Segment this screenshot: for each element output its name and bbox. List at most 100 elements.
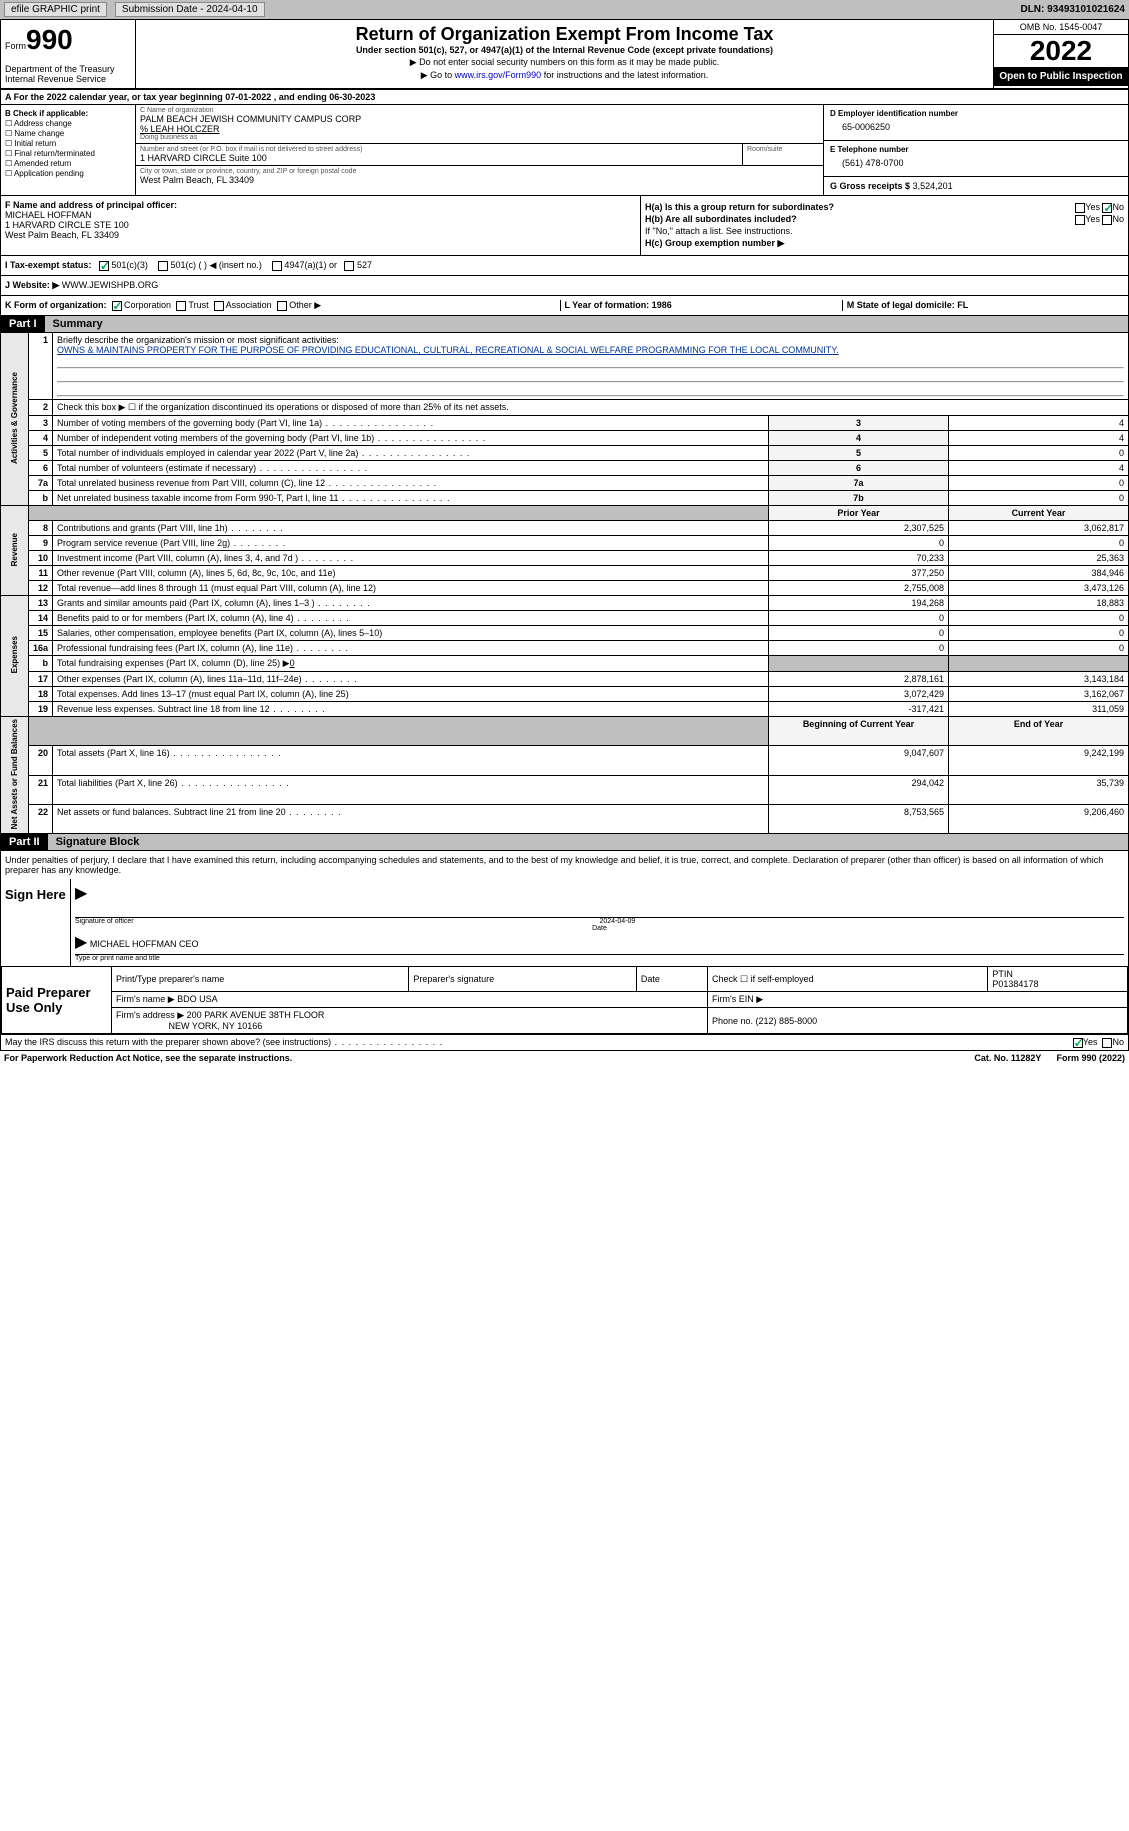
city-label: City or town, state or province, country…	[140, 168, 819, 175]
py11: 377,250	[769, 566, 949, 581]
prep-sig-label: Preparer's signature	[409, 967, 637, 992]
form-org-label: K Form of organization:	[5, 300, 107, 310]
year-formation: L Year of formation: 1986	[565, 300, 672, 310]
firm-name-label: Firm's name ▶	[116, 994, 175, 1004]
row-k: K Form of organization: Corporation Trus…	[0, 296, 1129, 316]
l17: Other expenses (Part IX, column (A), lin…	[53, 672, 769, 687]
l22: Net assets or fund balances. Subtract li…	[53, 805, 769, 834]
l10: Investment income (Part VIII, column (A)…	[53, 551, 769, 566]
officer-label: F Name and address of principal officer:	[5, 200, 177, 210]
officer-addr2: West Palm Beach, FL 33409	[5, 230, 119, 240]
py19: -317,421	[769, 702, 949, 717]
py8: 2,307,525	[769, 521, 949, 536]
state-domicile: M State of legal domicile: FL	[847, 300, 969, 310]
discuss-label: May the IRS discuss this return with the…	[5, 1037, 1073, 1048]
dln: DLN: 93493101021624	[1020, 4, 1125, 15]
city-state-zip: West Palm Beach, FL 33409	[140, 175, 819, 185]
open-inspection: Open to Public Inspection	[994, 67, 1128, 86]
discuss-row: May the IRS discuss this return with the…	[0, 1035, 1129, 1051]
l2: Check this box ▶ ☐ if the organization d…	[53, 400, 1129, 416]
chk-assoc	[214, 301, 224, 311]
hb-note: If "No," attach a list. See instructions…	[645, 226, 1124, 236]
cy18: 3,162,067	[949, 687, 1129, 702]
firm-addr1: 200 PARK AVENUE 38TH FLOOR	[187, 1010, 325, 1020]
ey20: 9,242,199	[949, 746, 1129, 775]
by22: 8,753,565	[769, 805, 949, 834]
l14: Benefits paid to or for members (Part IX…	[53, 611, 769, 626]
tax-exempt-label: I Tax-exempt status:	[5, 260, 91, 270]
l6: Total number of volunteers (estimate if …	[53, 461, 769, 476]
sig-officer-label: Signature of officer	[75, 918, 600, 925]
ha-label: H(a) Is this a group return for subordin…	[645, 202, 834, 212]
form-subtitle: Under section 501(c), 527, or 4947(a)(1)…	[140, 45, 989, 55]
type-name-label: Type or print name and title	[75, 955, 1124, 962]
l16b: Total fundraising expenses (Part IX, col…	[53, 656, 769, 672]
l18: Total expenses. Add lines 13–17 (must eq…	[53, 687, 769, 702]
chk-app-pending: ☐ Application pending	[5, 169, 131, 178]
py17: 2,878,161	[769, 672, 949, 687]
submission-date: Submission Date - 2024-04-10	[115, 2, 265, 17]
chk-other	[277, 301, 287, 311]
sig-date-val: 2024-04-09	[600, 918, 1125, 925]
ey21: 35,739	[949, 775, 1129, 804]
l9: Program service revenue (Part VIII, line…	[53, 536, 769, 551]
l21: Total liabilities (Part X, line 26)	[53, 775, 769, 804]
street-address: 1 HARVARD CIRCLE Suite 100	[140, 153, 738, 163]
efile-label: efile GRAPHIC print	[4, 2, 107, 17]
cy19: 311,059	[949, 702, 1129, 717]
py14: 0	[769, 611, 949, 626]
col-h: H(a) Is this a group return for subordin…	[641, 196, 1128, 255]
l20: Total assets (Part X, line 16)	[53, 746, 769, 775]
sign-here-label: Sign Here	[1, 879, 71, 966]
officer-name: MICHAEL HOFFMAN	[5, 210, 92, 220]
chk-final-return: ☐ Final return/terminated	[5, 149, 131, 158]
form-word: Form	[5, 41, 26, 51]
cy10: 25,363	[949, 551, 1129, 566]
py13: 194,268	[769, 596, 949, 611]
firm-name: BDO USA	[177, 994, 218, 1004]
firm-ein-label: Firm's EIN ▶	[707, 992, 1127, 1008]
gross-label: G Gross receipts $	[830, 181, 910, 191]
goto-line: ▶ Go to www.irs.gov/Form990 for instruct…	[140, 70, 989, 81]
room-label: Room/suite	[747, 146, 819, 153]
line-a: A For the 2022 calendar year, or tax yea…	[0, 90, 1129, 105]
perjury-declaration: Under penalties of perjury, I declare th…	[1, 851, 1128, 879]
ssn-warning: ▶ Do not enter social security numbers o…	[140, 57, 989, 68]
website-value: WWW.JEWISHPB.ORG	[62, 280, 159, 290]
title-cell: Return of Organization Exempt From Incom…	[136, 20, 993, 88]
tab-expenses: Expenses	[10, 636, 19, 673]
l4: Number of independent voting members of …	[53, 431, 769, 446]
chk-corp	[112, 301, 122, 311]
tab-activities: Activities & Governance	[10, 372, 19, 464]
chk-4947	[272, 261, 282, 271]
self-employed: Check ☐ if self-employed	[707, 967, 987, 992]
cy16a: 0	[949, 641, 1129, 656]
prep-date-label: Date	[636, 967, 707, 992]
form-label-cell: Form990 Department of the Treasury Inter…	[1, 20, 136, 88]
ha-yes	[1075, 203, 1085, 213]
col-f: F Name and address of principal officer:…	[1, 196, 641, 255]
l13: Grants and similar amounts paid (Part IX…	[53, 596, 769, 611]
ha-no	[1102, 203, 1112, 213]
chk-address-change: ☐ Address change	[5, 119, 131, 128]
org-name: PALM BEACH JEWISH COMMUNITY CAMPUS CORP	[140, 114, 819, 124]
discuss-no	[1102, 1038, 1112, 1048]
l8: Contributions and grants (Part VIII, lin…	[53, 521, 769, 536]
chk-trust	[176, 301, 186, 311]
firm-addr2: NEW YORK, NY 10166	[169, 1021, 263, 1031]
website-label: J Website: ▶	[5, 280, 62, 290]
col-c: C Name of organization PALM BEACH JEWISH…	[136, 105, 823, 195]
firm-phone-label: Phone no.	[712, 1016, 753, 1026]
chk-amended-return: ☐ Amended return	[5, 159, 131, 168]
mission-text: OWNS & MAINTAINS PROPERTY FOR THE PURPOS…	[57, 345, 839, 355]
py-header: Prior Year	[769, 506, 949, 521]
l12: Total revenue—add lines 8 through 11 (mu…	[53, 581, 769, 596]
cy15: 0	[949, 626, 1129, 641]
col-b: B Check if applicable: ☐ Address change …	[1, 105, 136, 195]
form-number: 990	[26, 24, 73, 55]
part2-title: Signature Block	[48, 834, 1128, 850]
v6: 4	[949, 461, 1129, 476]
l5: Total number of individuals employed in …	[53, 446, 769, 461]
chk-initial-return: ☐ Initial return	[5, 139, 131, 148]
irs-link[interactable]: www.irs.gov/Form990	[455, 70, 542, 80]
